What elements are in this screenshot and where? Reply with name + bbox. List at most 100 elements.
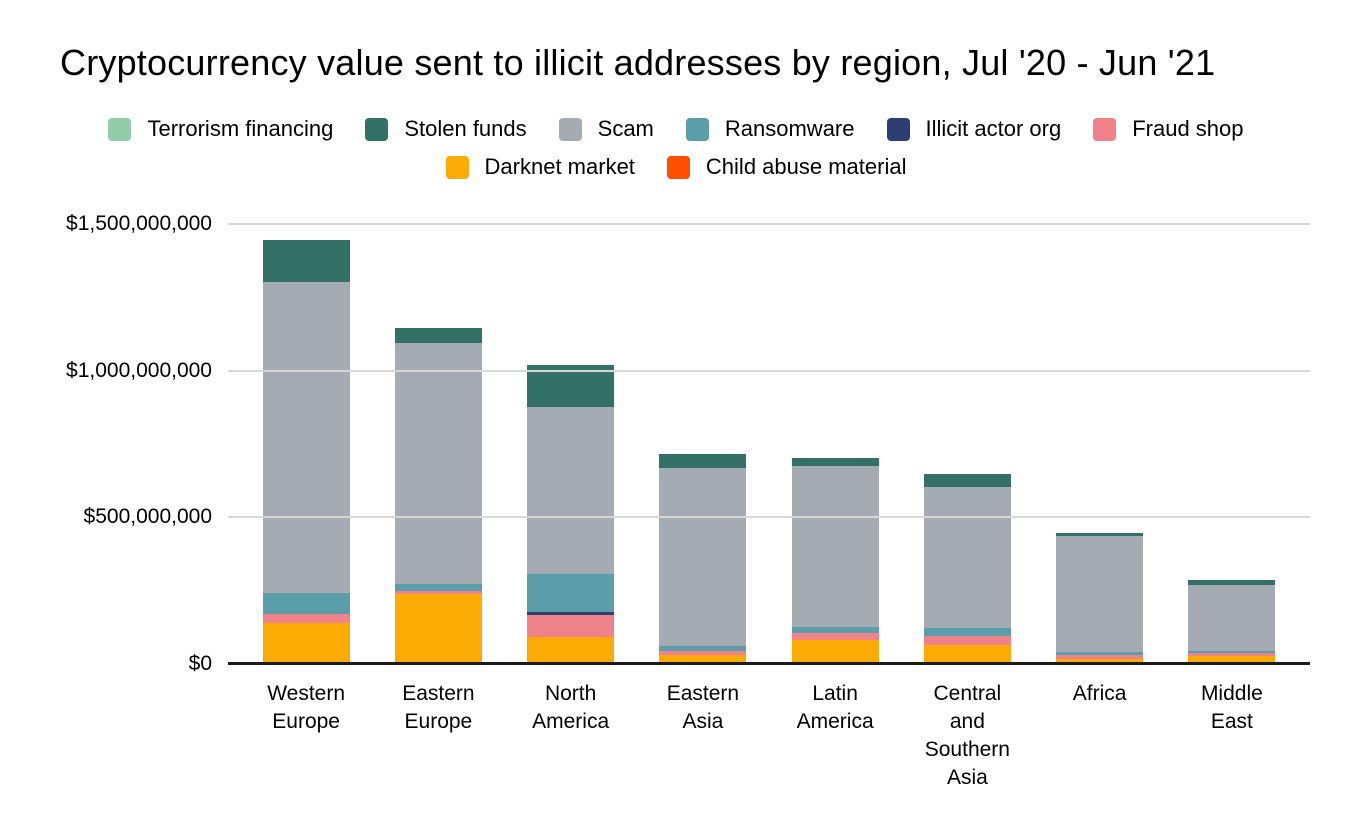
legend-item: Illicit actor org	[886, 116, 1062, 142]
x-axis-tick-label: Central and Southern Asia	[924, 682, 1010, 789]
bar-segment	[527, 614, 615, 638]
bar-segment	[394, 590, 482, 595]
bar-column	[901, 224, 1033, 664]
stacked-bar	[1056, 533, 1144, 664]
bar-segment	[262, 593, 350, 615]
x-axis-tick-label: Middle East	[1200, 682, 1263, 733]
x-axis-tick-label: Western Europe	[267, 682, 346, 733]
bar-segment	[1188, 653, 1276, 657]
legend-label: Stolen funds	[404, 116, 527, 141]
bar-segment	[394, 343, 482, 584]
bar-column	[1166, 224, 1298, 664]
y-axis: $0 $500,000,000 $1,000,000,000 $1,500,000,0…	[0, 212, 212, 675]
legend-item: Fraud shop	[1093, 116, 1244, 142]
gridline	[228, 516, 1310, 519]
bar-segment	[923, 486, 1011, 628]
bar-segment	[1056, 652, 1144, 655]
legend-item: Scam	[558, 116, 654, 142]
legend-row-1: Terrorism financing Stolen funds Scam Ranso…	[108, 116, 1244, 142]
legend-label: Child abuse material	[705, 154, 907, 179]
bar-segment	[791, 633, 879, 640]
bar-segment	[659, 650, 747, 656]
bar-segment	[394, 583, 482, 591]
bar-segment	[791, 639, 879, 664]
bar-segment	[1056, 533, 1144, 537]
bar-segment	[527, 612, 615, 615]
legend-swatch-icon	[365, 117, 389, 141]
legend-item: Terrorism financing	[108, 116, 333, 142]
stacked-bar	[659, 453, 747, 664]
bar-segment	[262, 239, 350, 282]
stacked-bar	[1188, 579, 1276, 664]
y-axis-tick-label: $500,000,000	[83, 505, 212, 529]
bar-segment	[527, 364, 615, 407]
x-axis-tick-label: North America	[532, 682, 610, 733]
stacked-bar	[394, 327, 482, 664]
bar-column	[372, 224, 504, 664]
bar-segment	[659, 655, 747, 664]
gridline	[228, 369, 1310, 372]
legend-item: Child abuse material	[666, 154, 907, 180]
legend-item: Darknet market	[445, 154, 635, 180]
bar-segment	[659, 646, 747, 651]
legend-swatch-icon	[886, 117, 910, 141]
legend-swatch-icon	[685, 117, 709, 141]
bar-segment	[262, 614, 350, 623]
legend-row-2: Darknet market Child abuse material	[445, 154, 907, 180]
bar-segment	[923, 644, 1011, 664]
bar-column	[637, 224, 769, 664]
legend-swatch-icon	[108, 117, 132, 141]
plot-area	[228, 223, 1310, 665]
stacked-bar	[262, 239, 350, 664]
legend-swatch-icon	[666, 155, 690, 179]
bar-segment	[1188, 650, 1276, 654]
bar-segment	[394, 594, 482, 664]
bar-segment	[1188, 579, 1276, 586]
bar-segment	[1056, 654, 1144, 659]
bar-segment	[923, 473, 1011, 487]
legend-label: Scam	[597, 116, 654, 141]
y-axis-tick-label: $1,000,000,000	[66, 358, 212, 382]
bar-segment	[262, 622, 350, 664]
gridline	[228, 223, 1310, 225]
legend-label: Terrorism financing	[147, 116, 334, 141]
bar-segment	[791, 457, 879, 467]
bar-segment	[527, 406, 615, 574]
legend-item: Stolen funds	[365, 116, 527, 142]
legend-swatch-icon	[1093, 117, 1117, 141]
legend-label: Illicit actor org	[925, 116, 1062, 141]
x-axis-tick-label: Latin America	[796, 682, 874, 733]
stacked-bar	[791, 457, 879, 664]
bar-segment	[1188, 656, 1276, 664]
bar-segment	[527, 637, 615, 664]
x-axis-tick-label: Africa	[1072, 682, 1127, 705]
bar-segment	[659, 453, 747, 469]
legend-item: Ransomware	[685, 116, 855, 142]
stacked-bar	[923, 473, 1011, 664]
bar-column	[1034, 224, 1166, 664]
bar-segment	[923, 635, 1011, 645]
legend-label: Fraud shop	[1132, 116, 1244, 141]
bar-segment	[262, 281, 350, 594]
legend-swatch-icon	[445, 155, 469, 179]
chart-title: Cryptocurrency value sent to illicit add…	[60, 42, 1216, 83]
x-axis-tick-label: Eastern Asia	[666, 682, 740, 733]
bar-segment	[791, 626, 879, 634]
bar-column	[505, 224, 637, 664]
bar-segment	[1056, 536, 1144, 653]
legend-swatch-icon	[558, 117, 582, 141]
legend: Terrorism financing Stolen funds Scam Ranso…	[0, 116, 1352, 180]
legend-label: Ransomware	[724, 116, 855, 141]
bar-segment	[527, 573, 615, 613]
bar-segment	[659, 468, 747, 647]
bar-segment	[923, 627, 1011, 636]
x-axis-tick-label: Eastern Europe	[402, 682, 475, 733]
bar-segment	[1188, 585, 1276, 651]
bar-segment	[791, 466, 879, 627]
bars-container	[240, 224, 1298, 664]
bar-column	[240, 224, 372, 664]
x-axis: Western Europe Eastern Europe North Americ…	[240, 680, 1298, 792]
bar-segment	[394, 327, 482, 344]
x-axis-baseline	[228, 662, 1310, 665]
